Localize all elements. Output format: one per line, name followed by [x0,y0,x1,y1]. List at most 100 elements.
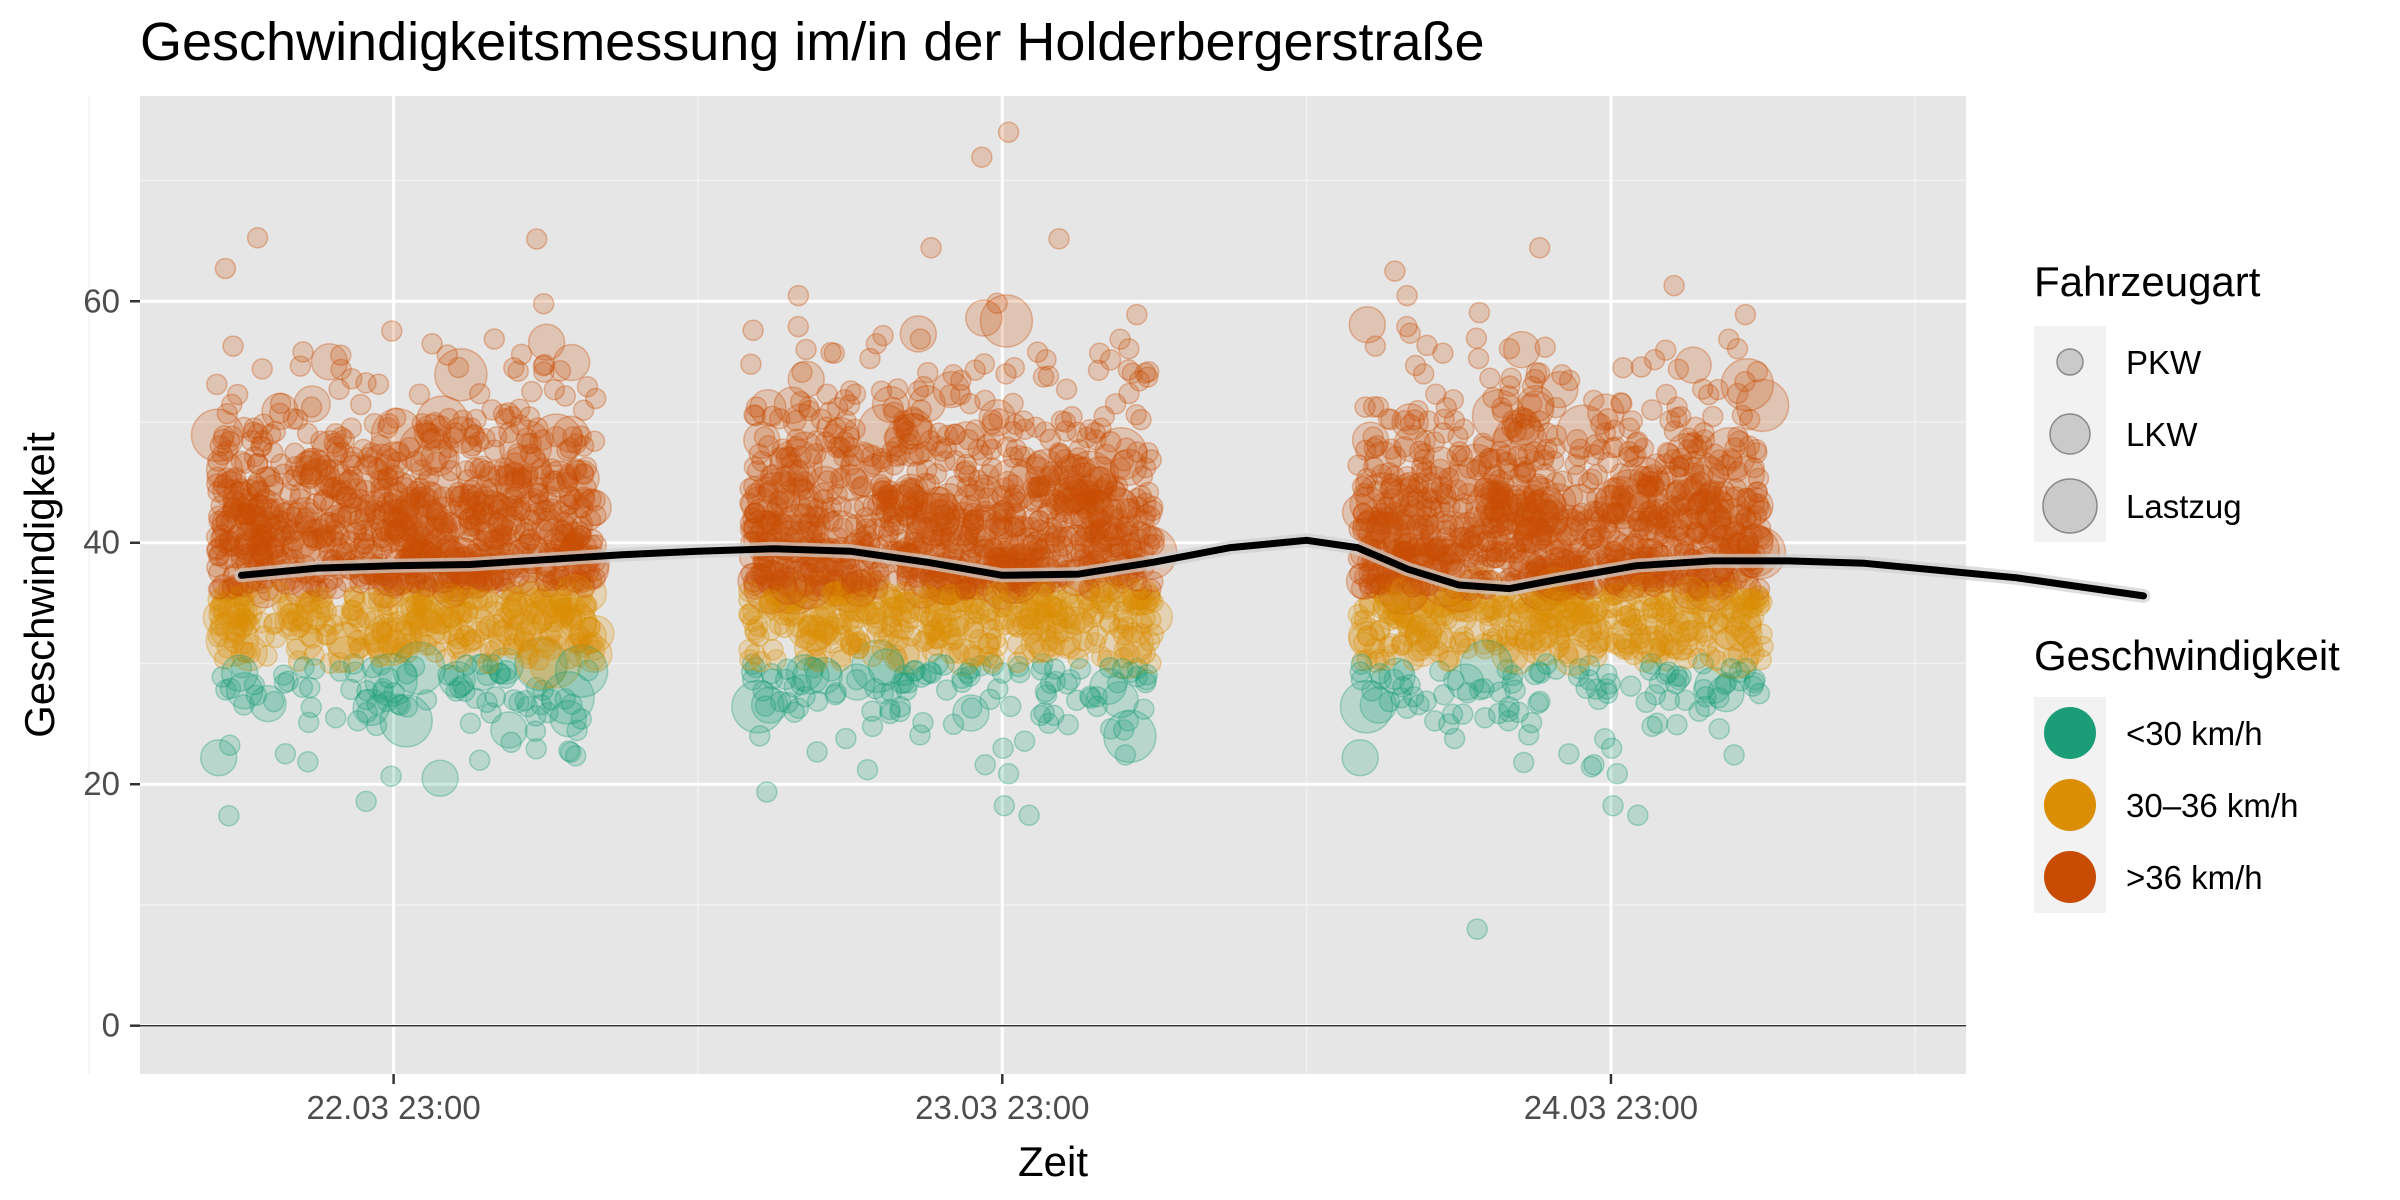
data-point [347,710,369,732]
data-point [485,613,508,636]
data-point [410,537,432,559]
data-point [245,684,268,706]
data-point [1109,328,1131,351]
data-point [209,613,232,635]
data-point [220,468,243,491]
data-point [302,518,325,540]
data-point [558,740,580,762]
data-point [1025,580,1063,618]
data-point [372,678,395,700]
data-point [756,781,778,803]
data-point [206,538,229,560]
data-point [242,421,265,443]
data-point [1339,680,1394,734]
data-point [415,689,438,711]
data-point [489,662,512,685]
data-point [832,517,854,539]
data-point [234,503,257,526]
data-point [862,600,900,638]
data-point [231,497,253,519]
data-point [346,629,369,652]
data-point [1452,703,1474,725]
data-point [1512,751,1535,774]
data-point [583,430,606,452]
data-point [386,451,408,473]
legend-color-label: <30 km/h [2126,715,2263,752]
data-point [273,524,296,546]
data-point [297,711,320,734]
data-point [1088,342,1111,364]
data-point [330,426,353,449]
data-point [455,460,477,482]
data-point [562,426,584,448]
data-point [209,611,248,649]
data-point [209,527,232,550]
data-point [517,433,539,455]
data-point [1491,396,1513,419]
data-point [747,615,769,638]
data-point [461,434,483,457]
data-point [324,512,347,535]
data-point [532,355,555,377]
data-point [1423,431,1446,453]
data-point [366,458,389,480]
data-point [1462,534,1484,556]
data-point [1362,426,1384,448]
data-point [1396,315,1418,338]
data-point [475,530,498,552]
data-point [505,482,527,505]
data-point [556,515,579,537]
data-point [246,227,269,249]
data-point [839,634,862,656]
data-point [504,470,526,492]
data-point [787,284,810,307]
data-point [1720,658,1742,680]
data-point [302,526,324,549]
data-point [1084,632,1106,654]
y-tick-label: 60 [83,282,120,319]
data-point [1106,475,1129,498]
data-point [583,648,606,671]
data-point [478,504,500,527]
data-point [1538,613,1560,635]
data-point [310,593,332,615]
data-point [518,574,540,597]
data-point [371,526,393,549]
data-point [915,459,938,481]
data-point [1443,727,1466,750]
data-point [228,481,251,504]
data-point [263,538,286,560]
data-point [387,588,426,627]
data-point [236,611,258,633]
data-point [829,612,852,635]
data-point [363,609,386,632]
data-point [215,679,237,701]
data-point [532,292,555,315]
data-point [825,682,847,704]
data-point [1051,526,1073,548]
data-point [294,508,316,531]
data-point [996,590,1019,613]
data-point [518,406,541,428]
data-point [1048,228,1070,250]
data-point [516,466,538,488]
data-point [1406,615,1428,638]
legend-size-label: LKW [2126,416,2198,453]
data-point [364,499,386,521]
data-point [417,422,440,444]
data-point [1707,611,1729,633]
data-point [579,616,602,638]
data-point [933,654,955,676]
data-point [1558,743,1580,765]
data-point [268,581,290,604]
data-point [448,495,471,518]
data-point [373,530,395,553]
data-point [348,508,370,531]
data-point [240,603,263,626]
data-point [999,695,1022,718]
data-point [1582,389,1605,412]
data-point [560,610,583,632]
data-point [421,333,443,355]
data-point [332,441,354,464]
data-point [475,618,498,640]
